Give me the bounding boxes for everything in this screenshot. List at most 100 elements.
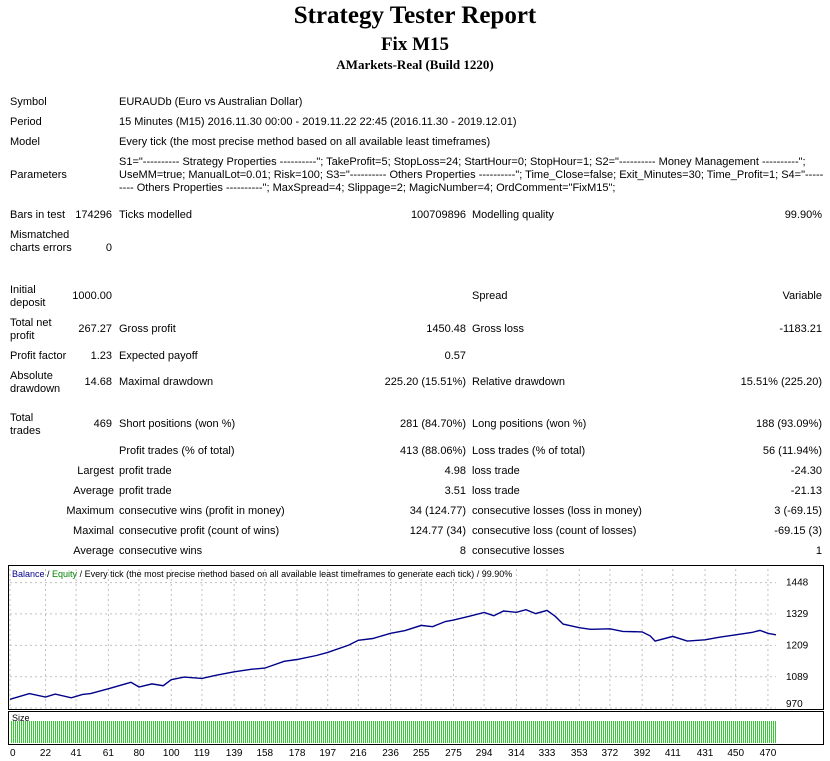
volume-bar	[265, 721, 266, 743]
legend-equity: Equity	[52, 569, 78, 579]
volume-bar	[549, 721, 550, 743]
y-tick-label: 970	[786, 699, 803, 710]
volume-bar	[59, 721, 60, 743]
volume-bar	[135, 721, 136, 743]
volume-bar	[321, 721, 322, 743]
volume-bar	[459, 721, 460, 743]
volume-bar	[341, 721, 342, 743]
volume-bar	[153, 721, 154, 743]
volume-bar	[603, 721, 604, 743]
volume-bar	[137, 721, 138, 743]
x-tick-label: 294	[476, 748, 493, 759]
volume-bar	[563, 721, 564, 743]
x-tick-label: 139	[226, 748, 243, 759]
volume-bar	[371, 721, 372, 743]
balance-chart: 1448 1329 1209 1089 970 Balance / Equity / E…	[8, 565, 824, 710]
volume-bar	[323, 721, 324, 743]
deposit-label: Initial deposit	[10, 284, 46, 309]
volume-bar	[81, 721, 82, 743]
volume-bar	[167, 721, 168, 743]
volume-bar	[229, 721, 230, 743]
volume-bar	[285, 721, 286, 743]
volume-bar	[567, 721, 568, 743]
volume-bar	[393, 721, 394, 743]
bars-label: Bars in test	[10, 209, 66, 221]
largest-loss-trade-value: -24.30	[790, 465, 822, 477]
volume-bar	[387, 721, 388, 743]
volume-bar	[421, 721, 422, 743]
profit-factor-label: Profit factor	[10, 350, 67, 362]
volume-bar	[735, 721, 736, 743]
volume-bar	[231, 721, 232, 743]
ticks-value: 100709896	[410, 209, 466, 221]
volume-bar	[675, 721, 676, 743]
volume-bar	[345, 721, 346, 743]
volume-bar	[219, 721, 220, 743]
volume-bar	[93, 721, 94, 743]
volume-bar	[659, 721, 660, 743]
volume-bar	[605, 721, 606, 743]
volume-bar	[413, 721, 414, 743]
volume-bar	[483, 721, 484, 743]
x-tick-label: 470	[760, 748, 777, 759]
volume-bar	[691, 721, 692, 743]
volume-bar	[385, 721, 386, 743]
period-label: Period	[10, 116, 42, 128]
volume-bar	[771, 721, 772, 743]
volume-bar	[217, 721, 218, 743]
parameters-line-3: ---- Others Properties ----------"; MaxS…	[119, 182, 616, 194]
volume-bar	[25, 721, 26, 743]
volume-bar	[669, 721, 670, 743]
y-tick-label: 1448	[786, 578, 809, 589]
volume-bar	[619, 721, 620, 743]
volume-bar	[601, 721, 602, 743]
volume-bar	[447, 721, 448, 743]
volume-bar	[69, 721, 70, 743]
volume-bar	[395, 721, 396, 743]
volume-bar	[353, 721, 354, 743]
volume-bar	[729, 721, 730, 743]
volume-bar	[359, 721, 360, 743]
volume-bar	[571, 721, 572, 743]
volume-bar	[65, 721, 66, 743]
volume-bar	[441, 721, 442, 743]
volume-bar	[147, 721, 148, 743]
volume-bar	[673, 721, 674, 743]
volume-bar	[513, 721, 514, 743]
maximum-label: Maximum	[66, 505, 114, 517]
volume-bar	[757, 721, 758, 743]
volume-bar	[497, 721, 498, 743]
volume-bar	[433, 721, 434, 743]
volume-bar	[111, 721, 112, 743]
volume-bar	[301, 721, 302, 743]
volume-bar	[379, 721, 380, 743]
volume-bar	[621, 721, 622, 743]
largest-profit-trade-label: profit trade	[119, 465, 172, 477]
volume-bar	[465, 721, 466, 743]
average-loss-trade-label: loss trade	[472, 485, 520, 497]
volume-bar	[685, 721, 686, 743]
volume-bar	[155, 721, 156, 743]
volume-bar	[683, 721, 684, 743]
volume-bar	[123, 721, 124, 743]
volume-bar	[611, 721, 612, 743]
average-consecutive-label: Average	[73, 545, 114, 557]
volume-bar	[709, 721, 710, 743]
volume-bar	[743, 721, 744, 743]
volume-bar	[39, 721, 40, 743]
profit-factor-value: 1.23	[90, 350, 112, 362]
total-trades-label: Total trades	[10, 412, 41, 437]
volume-bar	[723, 721, 724, 743]
volume-bar	[593, 721, 594, 743]
volume-bar	[33, 721, 34, 743]
volume-bar	[507, 721, 508, 743]
volume-bar	[375, 721, 376, 743]
volume-bar	[689, 721, 690, 743]
volume-bar	[537, 721, 538, 743]
volume-bar	[481, 721, 482, 743]
volume-bar	[623, 721, 624, 743]
volume-bar	[521, 721, 522, 743]
volume-bar	[533, 721, 534, 743]
volume-bar	[581, 721, 582, 743]
volume-bar	[435, 721, 436, 743]
